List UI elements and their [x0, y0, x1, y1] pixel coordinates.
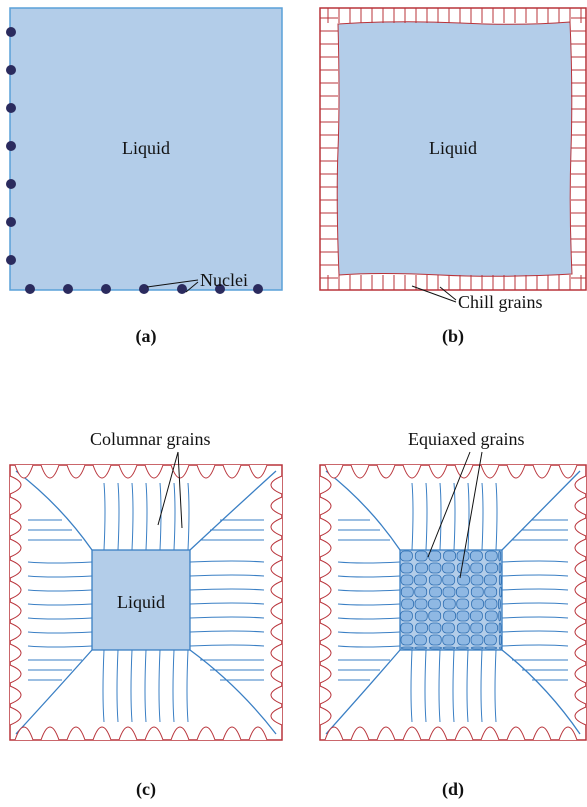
panel-label: (a) [136, 326, 157, 347]
nucleus [177, 284, 187, 294]
equiaxed-grain [471, 575, 483, 585]
equiaxed-grain [471, 563, 483, 573]
equiaxed-grain [402, 599, 414, 609]
equiaxed-grain [486, 563, 498, 573]
liquid-label: Liquid [429, 138, 477, 158]
equiaxed-grain [498, 599, 500, 609]
nucleus [6, 217, 16, 227]
equiaxed-grain [400, 551, 412, 561]
callout: Chill grains [458, 292, 543, 312]
equiaxed-grain [401, 623, 413, 633]
drawing-layer [6, 8, 586, 740]
equiaxed-grain [485, 599, 497, 609]
equiaxed-grain [458, 635, 470, 645]
equiaxed-grain [471, 623, 483, 633]
nucleus [6, 255, 16, 265]
nucleus [63, 284, 73, 294]
equiaxed-grain [458, 575, 470, 585]
equiaxed-grain [500, 647, 502, 649]
equiaxed-grain [444, 611, 456, 621]
equiaxed-grain [499, 623, 501, 633]
liquid-label: Liquid [117, 592, 165, 612]
nucleus [6, 179, 16, 189]
nucleus [6, 141, 16, 151]
equiaxed-grain [500, 587, 502, 597]
equiaxed-grain [443, 587, 455, 597]
equiaxed-grain [470, 611, 482, 621]
nucleus [6, 27, 16, 37]
equiaxed-grain [429, 635, 441, 645]
equiaxed-grain [429, 623, 441, 633]
panel-label: (b) [442, 326, 464, 347]
equiaxed-grain [442, 623, 454, 633]
equiaxed-grain [443, 575, 455, 585]
equiaxed-grain [443, 599, 455, 609]
nucleus [6, 103, 16, 113]
equiaxed-grain [442, 563, 454, 573]
equiaxed-grain [499, 575, 501, 585]
page: {"panels": [ {"label": "(a)", "liquid": … [0, 0, 587, 807]
equiaxed-grain [401, 635, 413, 645]
nucleus [253, 284, 263, 294]
equiaxed-grain [443, 635, 455, 645]
nucleus [139, 284, 149, 294]
equiaxed-grain [499, 635, 501, 645]
equiaxed-grain [457, 563, 469, 573]
equiaxed-grain [415, 599, 427, 609]
equiaxed-grain [414, 575, 426, 585]
equiaxed-grain [429, 563, 441, 573]
callout: Nuclei [200, 270, 248, 290]
equiaxed-grain [472, 599, 484, 609]
nucleus [6, 65, 16, 75]
equiaxed-grain [401, 647, 413, 649]
equiaxed-grain [485, 551, 497, 561]
equiaxed-grain [484, 575, 496, 585]
nucleus [101, 284, 111, 294]
nucleus [25, 284, 35, 294]
equiaxed-grain [499, 563, 501, 573]
equiaxed-grain [429, 575, 441, 585]
equiaxed-grain [415, 551, 427, 561]
equiaxed-grain [456, 587, 468, 597]
equiaxed-grain [416, 623, 428, 633]
equiaxed-grain [471, 635, 483, 645]
equiaxed-grain [401, 587, 413, 597]
equiaxed-grain [430, 587, 442, 597]
equiaxed-grain [471, 647, 483, 649]
equiaxed-grain [471, 587, 483, 597]
equiaxed-grain [485, 647, 497, 649]
equiaxed-grain [444, 551, 456, 561]
equiaxed-grain [430, 647, 442, 649]
equiaxed-grain [401, 575, 413, 585]
equiaxed-grain [429, 611, 441, 621]
equiaxed-grain [443, 647, 455, 649]
equiaxed-grain [428, 599, 440, 609]
panel-label: (d) [442, 779, 464, 800]
equiaxed-grain [401, 563, 413, 573]
equiaxed-grain [429, 551, 441, 561]
callout: Equiaxed grains [408, 429, 524, 449]
equiaxed-grain [485, 611, 497, 621]
equiaxed-grain [456, 647, 468, 649]
equiaxed-grain [416, 563, 428, 573]
equiaxed-grain [415, 611, 427, 621]
equiaxed-grain [470, 551, 482, 561]
equiaxed-grain [457, 599, 469, 609]
panel-label: (c) [136, 779, 156, 800]
equiaxed-grain [486, 623, 498, 633]
equiaxed-grain [400, 611, 412, 621]
equiaxed-grain [499, 551, 501, 561]
equiaxed-grain [499, 611, 501, 621]
equiaxed-grain [457, 611, 469, 621]
callout: Columnar grains [90, 429, 210, 449]
figure: Liquid Nuclei (a) Liquid Chill grains (b) Liqu… [0, 0, 587, 807]
equiaxed-grain [414, 635, 426, 645]
equiaxed-grain [484, 635, 496, 645]
equiaxed-grain [485, 587, 497, 597]
equiaxed-grain [415, 587, 427, 597]
equiaxed-grain [415, 647, 427, 649]
liquid-label: Liquid [122, 138, 170, 158]
equiaxed-grain [457, 623, 469, 633]
